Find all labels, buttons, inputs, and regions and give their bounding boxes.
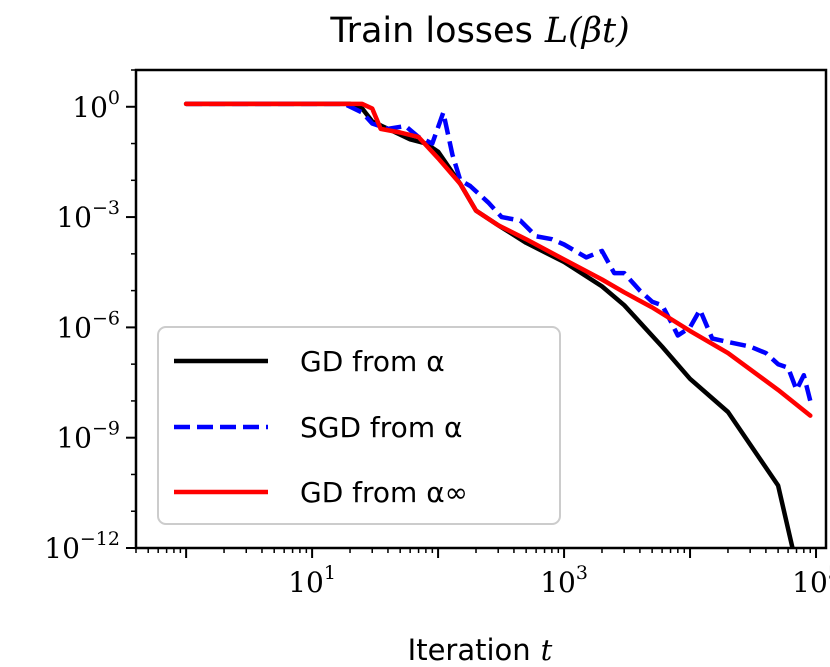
legend-label-2: SGD from α	[300, 411, 462, 444]
plot-frame	[134, 68, 828, 550]
x-ticks: 101 103 105	[135, 548, 830, 599]
y-tick-label: 100	[72, 87, 120, 124]
x-axis-label-math: t	[541, 633, 553, 667]
series-line-3	[183, 101, 813, 418]
y-tick-label: 10−12	[44, 528, 120, 565]
x-tick-label: 103	[540, 562, 588, 599]
legend-label-1: GD from α	[300, 345, 445, 378]
legend: GD from α SGD from α GD from α∞	[157, 326, 561, 525]
legend-box	[157, 326, 561, 525]
y-tick-label: 10−9	[56, 418, 120, 455]
y-tick-label: 10−3	[56, 197, 120, 234]
chart-title-math: L(βt)	[544, 11, 630, 51]
series-group	[183, 101, 813, 548]
chart-title-text: Train losses	[329, 11, 532, 51]
x-tick-label: 101	[288, 562, 336, 599]
chart-title: Train losses L(βt)	[329, 11, 629, 51]
legend-items: GD from α SGD from α GD from α∞	[174, 345, 468, 509]
y-ticks: 100 10−3 10−6 10−9 10−12	[44, 69, 136, 565]
legend-label-3: GD from α∞	[300, 476, 468, 509]
y-tick-label: 10−6	[56, 307, 120, 344]
x-axis-label: Iteration t	[408, 633, 553, 667]
x-tick-label: 105	[792, 562, 830, 599]
x-axis-label-text: Iteration	[408, 633, 531, 667]
